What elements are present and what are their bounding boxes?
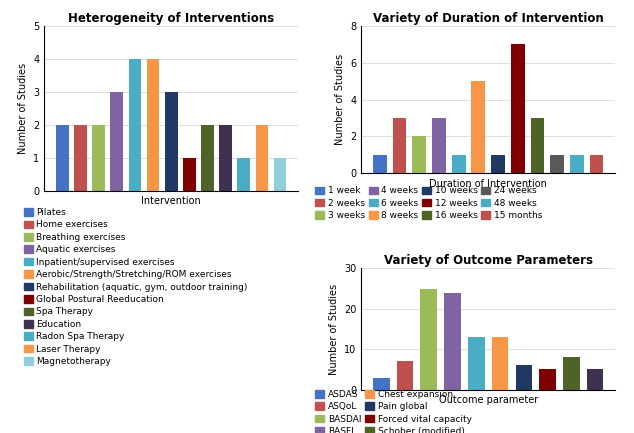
Bar: [420, 289, 437, 390]
Bar: [110, 92, 123, 191]
Bar: [183, 158, 196, 191]
Title: Variety of Outcome Parameters: Variety of Outcome Parameters: [384, 254, 593, 267]
Bar: [165, 92, 178, 191]
Legend: Pilates, Home exercises, Breathing exercises, Aquatic exercises, Inpatient/super: Pilates, Home exercises, Breathing exerc…: [23, 208, 247, 366]
Bar: [468, 337, 484, 390]
X-axis label: Duration of Intervention: Duration of Intervention: [429, 179, 547, 189]
Bar: [146, 59, 159, 191]
Bar: [56, 125, 68, 191]
Y-axis label: Number of Studies: Number of Studies: [328, 284, 339, 375]
Bar: [492, 337, 508, 390]
Bar: [432, 118, 446, 173]
Bar: [511, 45, 524, 173]
Bar: [444, 293, 461, 390]
Bar: [531, 118, 545, 173]
Bar: [201, 125, 214, 191]
Bar: [392, 118, 406, 173]
Y-axis label: Number of Studies: Number of Studies: [335, 54, 345, 145]
Bar: [550, 155, 564, 173]
Bar: [129, 59, 141, 191]
Bar: [92, 125, 105, 191]
Bar: [570, 155, 584, 173]
Legend: 1 week, 2 weeks, 3 weeks, 4 weeks, 6 weeks, 8 weeks, 10 weeks, 12 weeks, 16 week: 1 week, 2 weeks, 3 weeks, 4 weeks, 6 wee…: [315, 186, 542, 220]
Bar: [472, 81, 485, 173]
Bar: [373, 378, 389, 390]
Bar: [238, 158, 250, 191]
Title: Heterogeneity of Interventions: Heterogeneity of Interventions: [68, 12, 275, 25]
Bar: [515, 365, 532, 390]
Y-axis label: Number of Studies: Number of Studies: [18, 63, 28, 154]
Title: Variety of Duration of Intervention: Variety of Duration of Intervention: [373, 12, 604, 25]
Bar: [452, 155, 465, 173]
X-axis label: Intervention: Intervention: [141, 196, 201, 206]
Bar: [74, 125, 87, 191]
Legend: ASDAS, ASQoL, BASDAI, BASFI, BASMI, Chest expansion, Pain global, Forced vital c: ASDAS, ASQoL, BASDAI, BASFI, BASMI, Ches…: [315, 390, 472, 433]
Bar: [540, 369, 556, 390]
Bar: [219, 125, 232, 191]
Bar: [274, 158, 287, 191]
Bar: [256, 125, 268, 191]
Bar: [590, 155, 604, 173]
Bar: [563, 357, 579, 390]
Bar: [397, 362, 413, 390]
X-axis label: Outcome parameter: Outcome parameter: [439, 395, 538, 405]
Bar: [373, 155, 387, 173]
Bar: [491, 155, 505, 173]
Bar: [412, 136, 426, 173]
Bar: [587, 369, 604, 390]
